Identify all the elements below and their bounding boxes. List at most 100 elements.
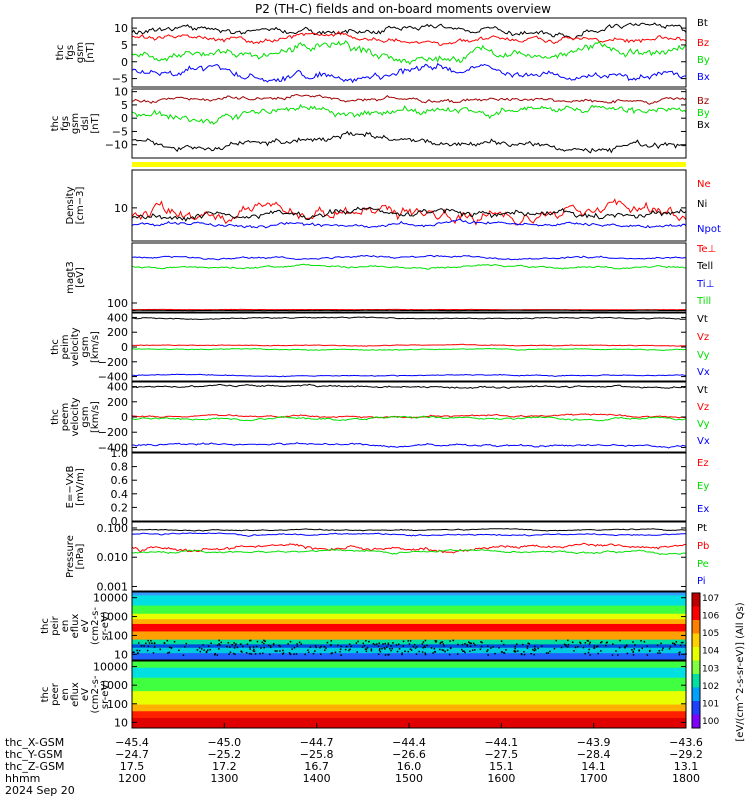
spectrogram-noise bbox=[662, 649, 664, 651]
series-line-bt bbox=[132, 23, 686, 39]
spectrogram-noise bbox=[517, 650, 519, 652]
spectrogram-noise bbox=[294, 647, 296, 649]
spectrogram-noise bbox=[253, 650, 255, 652]
spectrogram-noise bbox=[151, 643, 153, 645]
spectrogram-noise bbox=[659, 652, 661, 654]
spectrogram-noise bbox=[632, 641, 634, 643]
y-tick-label: 0.100 bbox=[97, 522, 129, 535]
spectrogram-noise bbox=[597, 653, 599, 655]
spectrogram-noise bbox=[387, 654, 389, 656]
panel-frame bbox=[132, 453, 686, 521]
spectrogram-band bbox=[132, 661, 686, 668]
legend-label-vy: Vy bbox=[697, 419, 710, 430]
spectrogram-noise bbox=[345, 649, 347, 651]
spectrogram-noise bbox=[314, 650, 316, 652]
spectrogram-noise bbox=[167, 652, 169, 654]
panel-frame bbox=[132, 313, 686, 381]
y-tick-label: 400 bbox=[107, 381, 128, 394]
spectrogram-noise bbox=[319, 647, 321, 649]
legend-label-npot: Npot bbox=[697, 224, 721, 235]
x-tick-label: 1500 bbox=[395, 772, 423, 785]
spectrogram-noise bbox=[169, 652, 171, 654]
spectrogram-noise bbox=[249, 648, 251, 650]
spectrogram-noise bbox=[263, 640, 265, 642]
spectrogram-noise bbox=[641, 648, 643, 650]
spectrogram-noise bbox=[633, 654, 635, 656]
spectrogram-noise bbox=[247, 643, 249, 645]
spectrogram-noise bbox=[257, 641, 259, 643]
series-line-te⊥ bbox=[132, 309, 686, 310]
spectrogram-noise bbox=[357, 651, 359, 653]
spectrogram-noise bbox=[228, 642, 230, 644]
spectrogram-noise bbox=[388, 643, 390, 645]
spectrogram-noise bbox=[640, 640, 642, 642]
spectrogram-noise bbox=[253, 646, 255, 648]
y-axis-label: [km/s] bbox=[90, 401, 101, 433]
spectrogram-noise bbox=[186, 643, 188, 645]
spectrogram-noise bbox=[580, 643, 582, 645]
spectrogram-noise bbox=[631, 649, 633, 651]
legend-label-pi: Pi bbox=[697, 576, 706, 587]
spectrogram-noise bbox=[657, 644, 659, 646]
colorbar-segment bbox=[692, 701, 700, 715]
spectrogram-band bbox=[132, 624, 686, 632]
spectrogram-noise bbox=[184, 646, 186, 648]
spectrogram-noise bbox=[378, 642, 380, 644]
spectrogram-noise bbox=[332, 652, 334, 654]
colorbar-tick-label: 107 bbox=[702, 594, 719, 604]
spectrogram-noise bbox=[439, 649, 441, 651]
spectrogram-noise bbox=[269, 654, 271, 656]
spectrogram-noise bbox=[259, 653, 261, 655]
spectrogram-noise bbox=[662, 647, 664, 649]
x-tick-label: 1300 bbox=[210, 772, 238, 785]
spectrogram-noise bbox=[573, 650, 575, 652]
spectrogram-noise bbox=[588, 640, 590, 642]
legend-label-tell: Tell bbox=[696, 261, 713, 272]
spectrogram-noise bbox=[634, 648, 636, 650]
spectrogram-noise bbox=[340, 648, 342, 650]
spectrogram-noise bbox=[349, 643, 351, 645]
spectrogram-noise bbox=[473, 643, 475, 645]
y-tick-label: 0.4 bbox=[111, 488, 129, 501]
legend-label-vt: Vt bbox=[697, 385, 708, 396]
y-tick-label: 200 bbox=[107, 396, 128, 409]
spectrogram-noise bbox=[501, 651, 503, 653]
spectrogram-noise bbox=[523, 651, 525, 653]
spectrogram-noise bbox=[249, 653, 251, 655]
spectrogram-noise bbox=[401, 652, 403, 654]
spectrogram-noise bbox=[564, 644, 566, 646]
spectrogram-noise bbox=[481, 642, 483, 644]
spectrogram-noise bbox=[299, 642, 301, 644]
series-line-vt bbox=[132, 317, 686, 320]
legend-label-bz: Bz bbox=[697, 96, 709, 107]
spectrogram-noise bbox=[612, 654, 614, 656]
spectrogram-noise bbox=[139, 650, 141, 652]
legend-label-vx: Vx bbox=[697, 436, 710, 447]
spectrogram-noise bbox=[554, 648, 556, 650]
spectrogram-noise bbox=[169, 647, 171, 649]
spectrogram-noise bbox=[235, 643, 237, 645]
spectrogram-noise bbox=[290, 641, 292, 643]
spectrogram-noise bbox=[450, 648, 452, 650]
spectrogram-noise bbox=[487, 649, 489, 651]
spectrogram-noise bbox=[565, 644, 567, 646]
series-line-vt bbox=[132, 384, 686, 388]
spectrogram-noise bbox=[219, 644, 221, 646]
colorbar-tick-label: 105 bbox=[702, 629, 719, 639]
series-line-till bbox=[132, 264, 686, 269]
spectrogram-noise bbox=[379, 648, 381, 650]
spectrogram-noise bbox=[425, 640, 427, 642]
spectrogram-noise bbox=[533, 650, 535, 652]
spectrogram-noise bbox=[199, 647, 201, 649]
spectrogram-noise bbox=[226, 646, 228, 648]
spectrogram-noise bbox=[567, 646, 569, 648]
spectrogram-noise bbox=[365, 648, 367, 650]
spectrogram-noise bbox=[644, 641, 646, 643]
spectrogram-noise bbox=[589, 654, 591, 656]
spectrogram-noise bbox=[679, 651, 681, 653]
y-axis-label: [cm−3] bbox=[75, 187, 86, 225]
legend-label-ne: Ne bbox=[697, 179, 711, 190]
spectrogram-noise bbox=[335, 652, 337, 654]
spectrogram-noise bbox=[154, 643, 156, 645]
